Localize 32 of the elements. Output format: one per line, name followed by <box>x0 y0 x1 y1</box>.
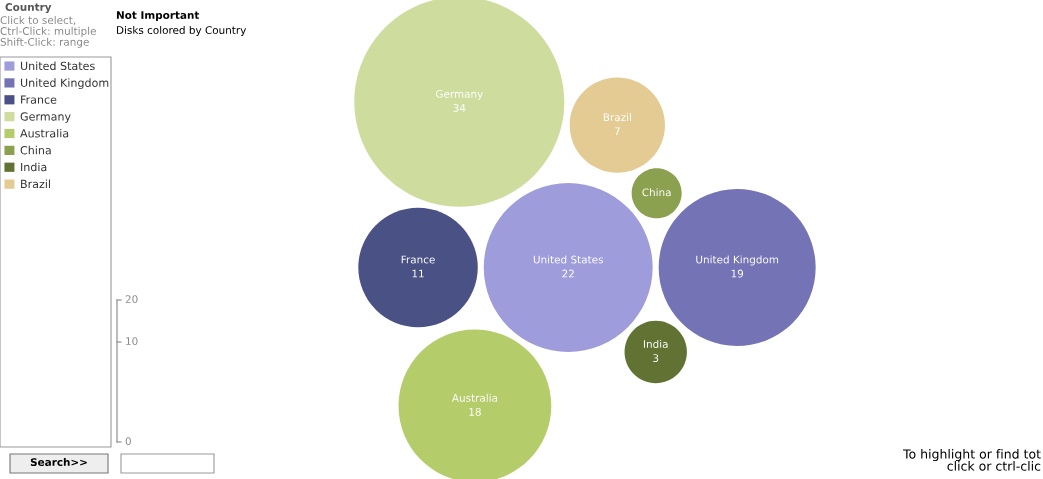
text: Click to select, Ctrl-Click: multiple Shift-Click: range <box>0 16 96 48</box>
legend-label: France <box>21 95 57 104</box>
legend-label: Germany <box>20 112 71 123</box>
data-label: 22 <box>562 269 574 278</box>
text: China <box>642 188 671 197</box>
data-label: 11 <box>412 269 424 278</box>
data-label: 19 <box>731 269 744 278</box>
data-label: 34 <box>453 103 466 112</box>
text: Australia <box>451 393 498 402</box>
data-label: 7 <box>614 127 620 136</box>
text: France <box>401 255 435 264</box>
text: To highlight or find tot click or ctrl-clic <box>902 449 1041 471</box>
legend-label: China <box>20 145 51 155</box>
text: United Kingdom <box>696 255 779 266</box>
text: Disks colored by Country <box>117 25 247 37</box>
legend-label: Brazil <box>21 179 50 189</box>
data-label: 18 <box>469 407 481 416</box>
text: Brazil <box>603 113 631 122</box>
text: 10 <box>126 337 138 346</box>
text: 0 <box>125 437 131 446</box>
data-label: 3 <box>653 354 659 363</box>
text: United States <box>533 255 603 264</box>
legend-label: Australia <box>20 128 69 138</box>
text: India <box>643 339 668 348</box>
text: Not Important <box>116 11 200 22</box>
text: Germany <box>435 89 483 100</box>
legend-label: United Kingdom <box>20 78 109 90</box>
text: 20 <box>125 295 138 304</box>
legend-title: Country <box>5 3 52 14</box>
legend-label: India <box>21 162 47 172</box>
text: Search>> <box>30 457 87 467</box>
legend-label: United States <box>20 61 95 71</box>
